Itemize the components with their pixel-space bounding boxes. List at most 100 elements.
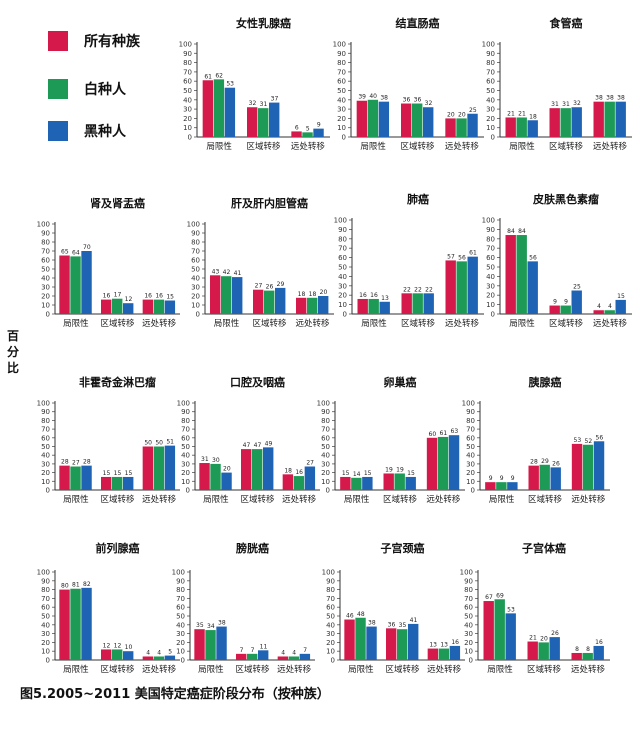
legend-item-black: 黑种人 xyxy=(48,120,126,142)
chart-11-data-label: 12 xyxy=(114,642,122,649)
chart-13-data-label: 41 xyxy=(410,617,418,624)
chart-10-bar xyxy=(528,465,539,490)
chart-3-ytick-label: 30 xyxy=(41,284,50,292)
chart-11-x-category-label: 远处转移 xyxy=(142,664,177,675)
chart-13-bar xyxy=(438,648,450,660)
chart-12-bar xyxy=(194,629,205,660)
chart-0-ytick-label: 80 xyxy=(183,59,192,67)
chart-4-bar xyxy=(221,276,232,314)
chart-9-ytick-label: 20 xyxy=(321,469,330,477)
chart-7-ytick-label: 0 xyxy=(46,487,50,495)
chart-4-bar xyxy=(307,297,318,314)
chart-5-data-label: 16 xyxy=(359,292,367,299)
chart-11-data-label: 4 xyxy=(146,649,150,656)
chart-6-data-label: 56 xyxy=(529,254,537,261)
chart-0-data-label: 53 xyxy=(226,81,234,88)
chart-6-data-label: 9 xyxy=(564,299,568,306)
chart-9-bar xyxy=(383,473,394,490)
chart-5-bar xyxy=(445,260,456,314)
chart-10-bar xyxy=(496,482,507,490)
chart-1-bar xyxy=(445,118,456,137)
chart-9-ytick-label: 60 xyxy=(321,434,330,442)
chart-7-ytick-label: 30 xyxy=(41,460,50,468)
chart-3-data-label: 16 xyxy=(155,293,163,300)
chart-11-ytick-label: 10 xyxy=(41,648,50,656)
chart-12-data-label: 34 xyxy=(207,623,215,630)
chart-1-title: 结直肠癌 xyxy=(395,16,440,30)
chart-1-data-label: 32 xyxy=(425,100,433,107)
chart-7-data-label: 15 xyxy=(114,470,122,477)
chart-7-bar xyxy=(70,466,81,490)
chart-3-bar xyxy=(81,251,92,314)
chart-10-bar xyxy=(582,444,594,490)
chart-10-ytick-label: 100 xyxy=(462,400,475,408)
chart-13-ytick-label: 30 xyxy=(326,630,335,638)
chart-4-data-label: 29 xyxy=(277,281,285,288)
chart-12-ytick-label: 80 xyxy=(176,586,185,594)
chart-12-ytick-label: 20 xyxy=(176,639,185,647)
chart-13-data-label: 36 xyxy=(388,621,396,628)
chart-8-data-label: 18 xyxy=(284,467,292,474)
chart-14-ytick-label: 40 xyxy=(464,621,473,629)
chart-4-ytick-label: 10 xyxy=(191,302,200,310)
chart-2-data-label: 21 xyxy=(518,110,526,117)
chart-6-bar xyxy=(560,305,571,314)
chart-14-ytick-label: 10 xyxy=(464,648,473,656)
chart-11-title: 前列腺癌 xyxy=(96,541,140,555)
chart-10-ytick-label: 90 xyxy=(466,408,475,416)
chart-2-ytick-label: 10 xyxy=(486,124,495,132)
chart-11-data-label: 12 xyxy=(103,642,111,649)
chart-2-data-label: 31 xyxy=(551,101,559,108)
chart-13-x-category-label: 远处转移 xyxy=(427,664,462,675)
chart-5-data-label: 22 xyxy=(403,286,411,293)
chart-4-data-label: 43 xyxy=(212,268,220,275)
chart-4-x-category-label: 区域转移 xyxy=(252,318,287,329)
chart-8-bar xyxy=(252,449,263,490)
legend-item-all-races: 所有种族 xyxy=(48,30,140,52)
chart-12-data-label: 4 xyxy=(292,649,296,656)
chart-8-bar xyxy=(241,449,252,490)
chart-5-ytick-label: 70 xyxy=(338,245,347,253)
chart-12-ytick-label: 70 xyxy=(176,595,185,603)
chart-1-data-label: 40 xyxy=(369,93,377,100)
chart-9-bar xyxy=(340,476,351,490)
chart-1-ytick-label: 60 xyxy=(337,78,346,86)
chart-1-ytick-label: 40 xyxy=(337,96,346,104)
chart-8-ytick-label: 90 xyxy=(181,408,190,416)
chart-11-data-label: 82 xyxy=(83,581,91,588)
chart-7-ytick-label: 60 xyxy=(41,434,50,442)
chart-11-bar xyxy=(101,649,112,660)
chart-6-data-label: 84 xyxy=(507,228,515,235)
chart-1-x-category-label: 远处转移 xyxy=(445,141,480,152)
chart-11-data-label: 4 xyxy=(157,649,161,656)
chart-9-data-label: 15 xyxy=(364,470,372,477)
chart-10-data-label: 28 xyxy=(530,459,538,466)
chart-8-bar xyxy=(293,476,305,490)
chart-3-bar xyxy=(164,300,176,314)
chart-1-ytick-label: 90 xyxy=(337,50,346,58)
chart-14-x-category-label: 区域转移 xyxy=(527,664,562,675)
chart-8-bar xyxy=(221,472,232,490)
chart-8-bar xyxy=(304,466,316,490)
chart-12-x-category-label: 远处转移 xyxy=(277,664,312,675)
chart-8-ytick-label: 100 xyxy=(177,400,190,408)
legend-swatch-white xyxy=(48,79,68,99)
chart-12-bar xyxy=(299,653,311,660)
chart-6-ytick-label: 20 xyxy=(486,292,495,300)
chart-10-ytick-label: 80 xyxy=(466,417,475,425)
chart-11-ytick-label: 50 xyxy=(41,613,50,621)
chart-11-bar xyxy=(59,589,70,660)
chart-1-data-label: 38 xyxy=(380,95,388,102)
chart-5-x-category-label: 远处转移 xyxy=(445,318,480,329)
chart-6-bar xyxy=(615,299,626,314)
chart-14-data-label: 69 xyxy=(496,592,504,599)
chart-11-bar xyxy=(112,649,123,660)
chart-8-ytick-label: 80 xyxy=(181,417,190,425)
chart-11-ytick-label: 80 xyxy=(41,586,50,594)
chart-2-x-category-label: 局限性 xyxy=(509,141,535,152)
chart-5-bar xyxy=(368,298,379,314)
chart-1-data-label: 36 xyxy=(414,97,422,104)
chart-10-data-label: 53 xyxy=(574,437,582,444)
chart-11-x-category-label: 区域转移 xyxy=(100,664,135,675)
chart-0-bar xyxy=(247,107,258,137)
